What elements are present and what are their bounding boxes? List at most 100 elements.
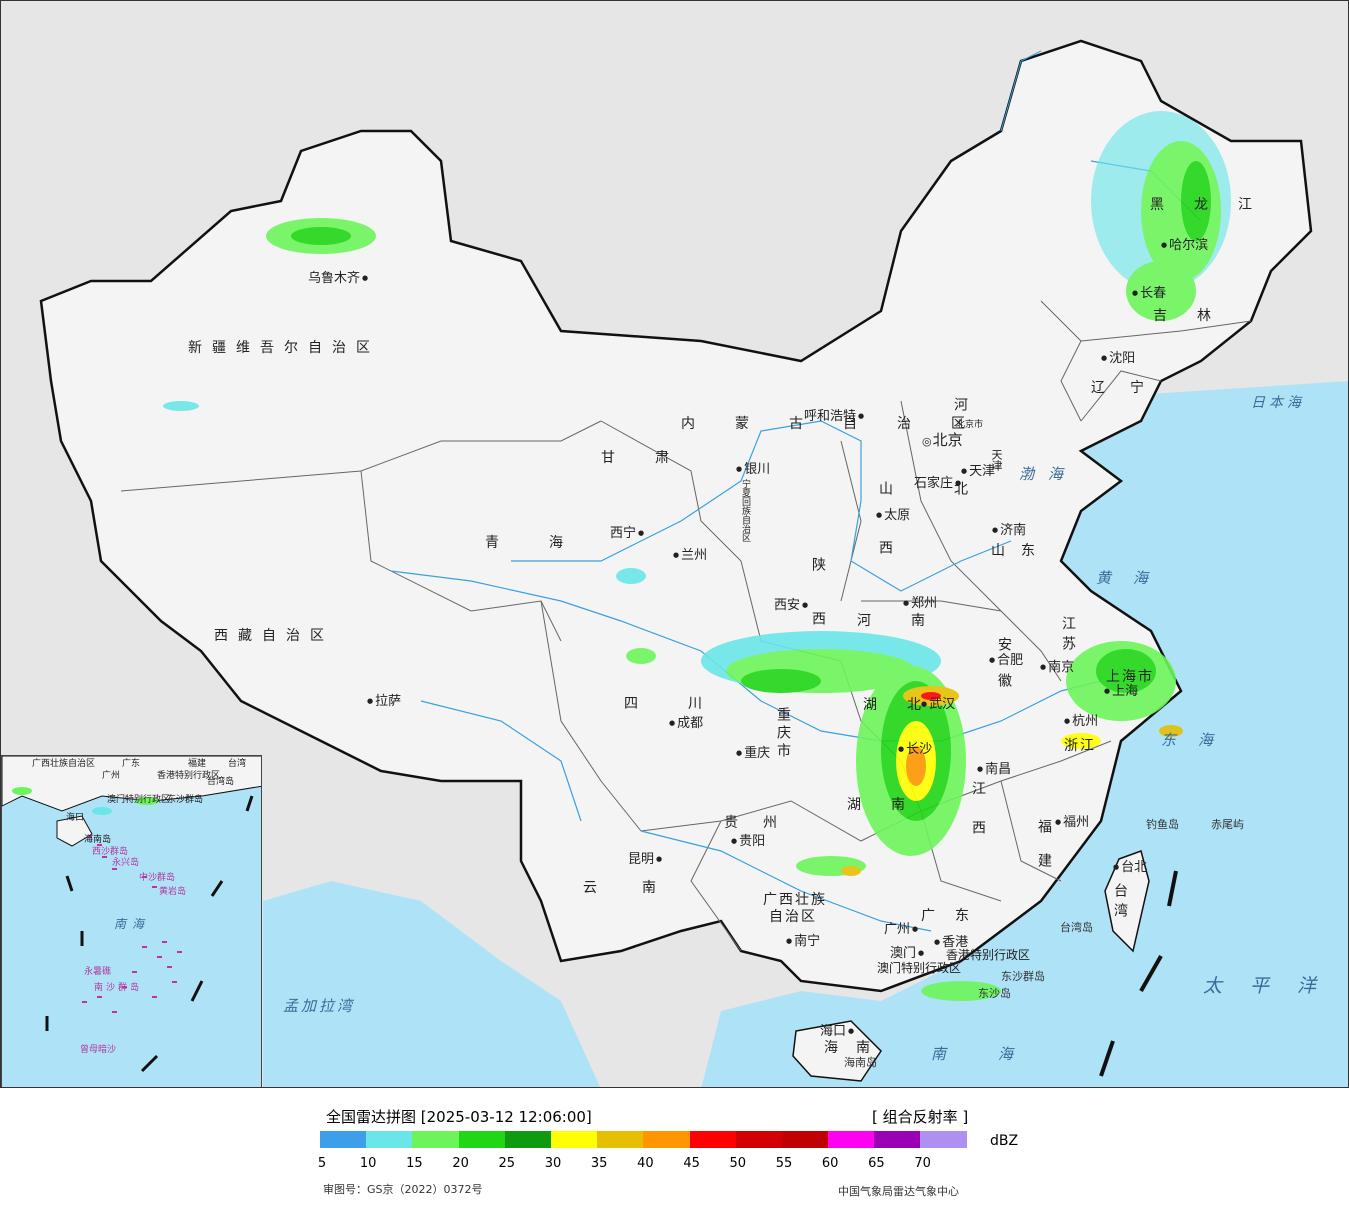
city-nanchang: 南昌 — [977, 763, 1011, 776]
sea-pacific: 太平洋 — [1203, 975, 1345, 997]
province-sichuan: 四川 — [624, 696, 752, 712]
inset-zhongsha: 中沙群岛 — [139, 873, 176, 883]
inset-zengmu: 曾母暗沙 — [80, 1045, 117, 1055]
color-bar-tick-label: 5 — [317, 1156, 327, 1171]
city-changsha: 长沙 — [898, 743, 932, 756]
city-macau: 澳门 — [890, 947, 924, 960]
color-bar-tick-label: 10 — [359, 1156, 377, 1171]
province-xizang: 西藏自治区 — [214, 628, 334, 644]
province-chongqing: 重庆市 — [775, 707, 791, 761]
province-shanghai: 上海市 — [1106, 669, 1154, 685]
city-lhasa: 拉萨 — [367, 695, 401, 708]
region-macau-sar: 澳门特别行政区 — [877, 961, 962, 975]
source-credit: 中国气象局雷达气象中心 — [838, 1185, 959, 1198]
province-heilongjiang: 黑龙江 — [1150, 197, 1282, 213]
city-hefei: 合肥 — [989, 654, 1023, 667]
province-hunan: 湖南 — [847, 797, 935, 813]
color-bar-segment — [504, 1131, 551, 1148]
island-hainan: 海南岛 — [844, 1056, 877, 1069]
inset-guangzhou: 广州 — [102, 771, 121, 781]
ocean-bay-of-bengal — [263, 881, 601, 1087]
color-bar-segment — [597, 1131, 644, 1148]
legend-unit: dBZ — [990, 1133, 1019, 1149]
sea-east: 东海 — [1161, 731, 1236, 749]
city-nanning: 南宁 — [786, 935, 820, 948]
color-bar-segment — [920, 1131, 967, 1148]
color-bar-segment — [320, 1131, 367, 1148]
color-bar — [320, 1131, 967, 1148]
inset-hainan: 海南岛 — [84, 835, 112, 845]
province-jiangsu: 江苏 — [1060, 616, 1076, 656]
city-jinan: 济南 — [992, 524, 1026, 537]
city-chengdu: 成都 — [669, 717, 703, 730]
province-guangxi: 广西壮族 — [763, 892, 827, 908]
legend-title: 全国雷达拼图 [2025-03-12 12:06:00] — [326, 1108, 592, 1126]
color-bar-segment — [781, 1131, 829, 1148]
maritime-boundary — [1099, 870, 1178, 1077]
color-bar-tick-label: 70 — [914, 1156, 931, 1171]
province-hubei: 湖北 — [863, 697, 951, 713]
city-harbin: 哈尔滨 — [1161, 239, 1208, 252]
city-chongqing: 重庆 — [736, 747, 770, 760]
province-guangdong: 广东 — [921, 908, 989, 924]
province-jiangxi: 江西 — [970, 781, 986, 859]
color-bar-segment — [735, 1131, 782, 1148]
city-nanjing: 南京 — [1040, 661, 1074, 674]
province-shandong: 山东 — [991, 543, 1051, 559]
color-bar-tick-label: 20 — [452, 1156, 469, 1171]
color-bar-tick-label: 35 — [590, 1156, 608, 1171]
color-bar-tick-label: 60 — [821, 1156, 839, 1171]
inset-yongxing: 永兴岛 — [112, 858, 140, 868]
province-zhejiang: 浙江 — [1064, 738, 1096, 754]
color-bar-segment — [458, 1131, 505, 1148]
review-number: 审图号：GS京（2022）0372号 — [323, 1183, 483, 1196]
inset-yongshu: 永暑礁 — [84, 967, 112, 977]
province-yunnan: 云南 — [583, 880, 701, 896]
city-taiyuan: 太原 — [876, 509, 910, 522]
color-bar-segment — [643, 1131, 690, 1148]
color-bar-segment — [550, 1131, 598, 1148]
taiwan-island — [1104, 850, 1150, 953]
inset-xisha: 西沙群岛 — [92, 847, 129, 857]
city-kunming: 昆明 — [628, 853, 662, 866]
city-lanzhou: 兰州 — [673, 549, 707, 562]
color-bar-tick-label: 15 — [406, 1156, 423, 1171]
city-hohhot: 呼和浩特 — [804, 410, 864, 423]
lake-baikal-area — [1000, 50, 1042, 132]
color-bar-tick-label: 25 — [498, 1156, 516, 1171]
province-neimenggu: 内蒙古自治区 — [681, 416, 1005, 432]
city-hongkong: 香港 — [934, 936, 968, 949]
color-bar-tick-label: 65 — [868, 1156, 885, 1171]
city-shijiazhuang: 石家庄 — [914, 477, 961, 490]
city-xian: 西安 — [774, 599, 808, 612]
sea-yellow: 黄海 — [1096, 569, 1171, 587]
color-bar-segment — [828, 1131, 875, 1148]
color-bar-segment — [412, 1131, 459, 1148]
city-hangzhou: 杭州 — [1064, 715, 1098, 728]
color-bar-segment — [874, 1131, 921, 1148]
ocean-east — [701, 381, 1348, 1087]
inset-macau: 澳门特别行政区 — [107, 795, 171, 805]
inset-taiwan: 台湾 — [228, 759, 247, 769]
province-taiwan: 台湾 — [1112, 883, 1128, 923]
province-beijing: 北京市 — [956, 420, 984, 430]
province-guangxi-2: 自治区 — [769, 909, 817, 925]
color-bar-tick-label: 50 — [729, 1156, 747, 1171]
city-shanghai: 上海 — [1104, 685, 1138, 698]
province-henan: 河南 — [857, 613, 965, 629]
inset-south-sea: 南海 — [114, 917, 151, 931]
province-xinjiang: 新疆维吾尔自治区 — [188, 340, 380, 356]
inset-guangxi: 广西壮族自治区 — [32, 759, 96, 769]
inset-guangdong: 广东 — [122, 759, 141, 769]
inset-dongsha: 东沙群岛 — [167, 795, 204, 805]
city-urumqi: 乌鲁木齐 — [308, 272, 368, 285]
province-fujian: 福建 — [1036, 819, 1052, 887]
city-guiyang: 贵阳 — [731, 835, 765, 848]
inset-taiwan-island: 台湾岛 — [207, 777, 235, 787]
city-shenyang: 沈阳 — [1101, 352, 1135, 365]
sea-bohai: 渤海 — [1019, 465, 1078, 483]
hainan-island — [792, 1020, 882, 1082]
island-dongsha: 东沙岛 — [978, 987, 1011, 1000]
inset-haikou: 海口 — [66, 813, 85, 823]
